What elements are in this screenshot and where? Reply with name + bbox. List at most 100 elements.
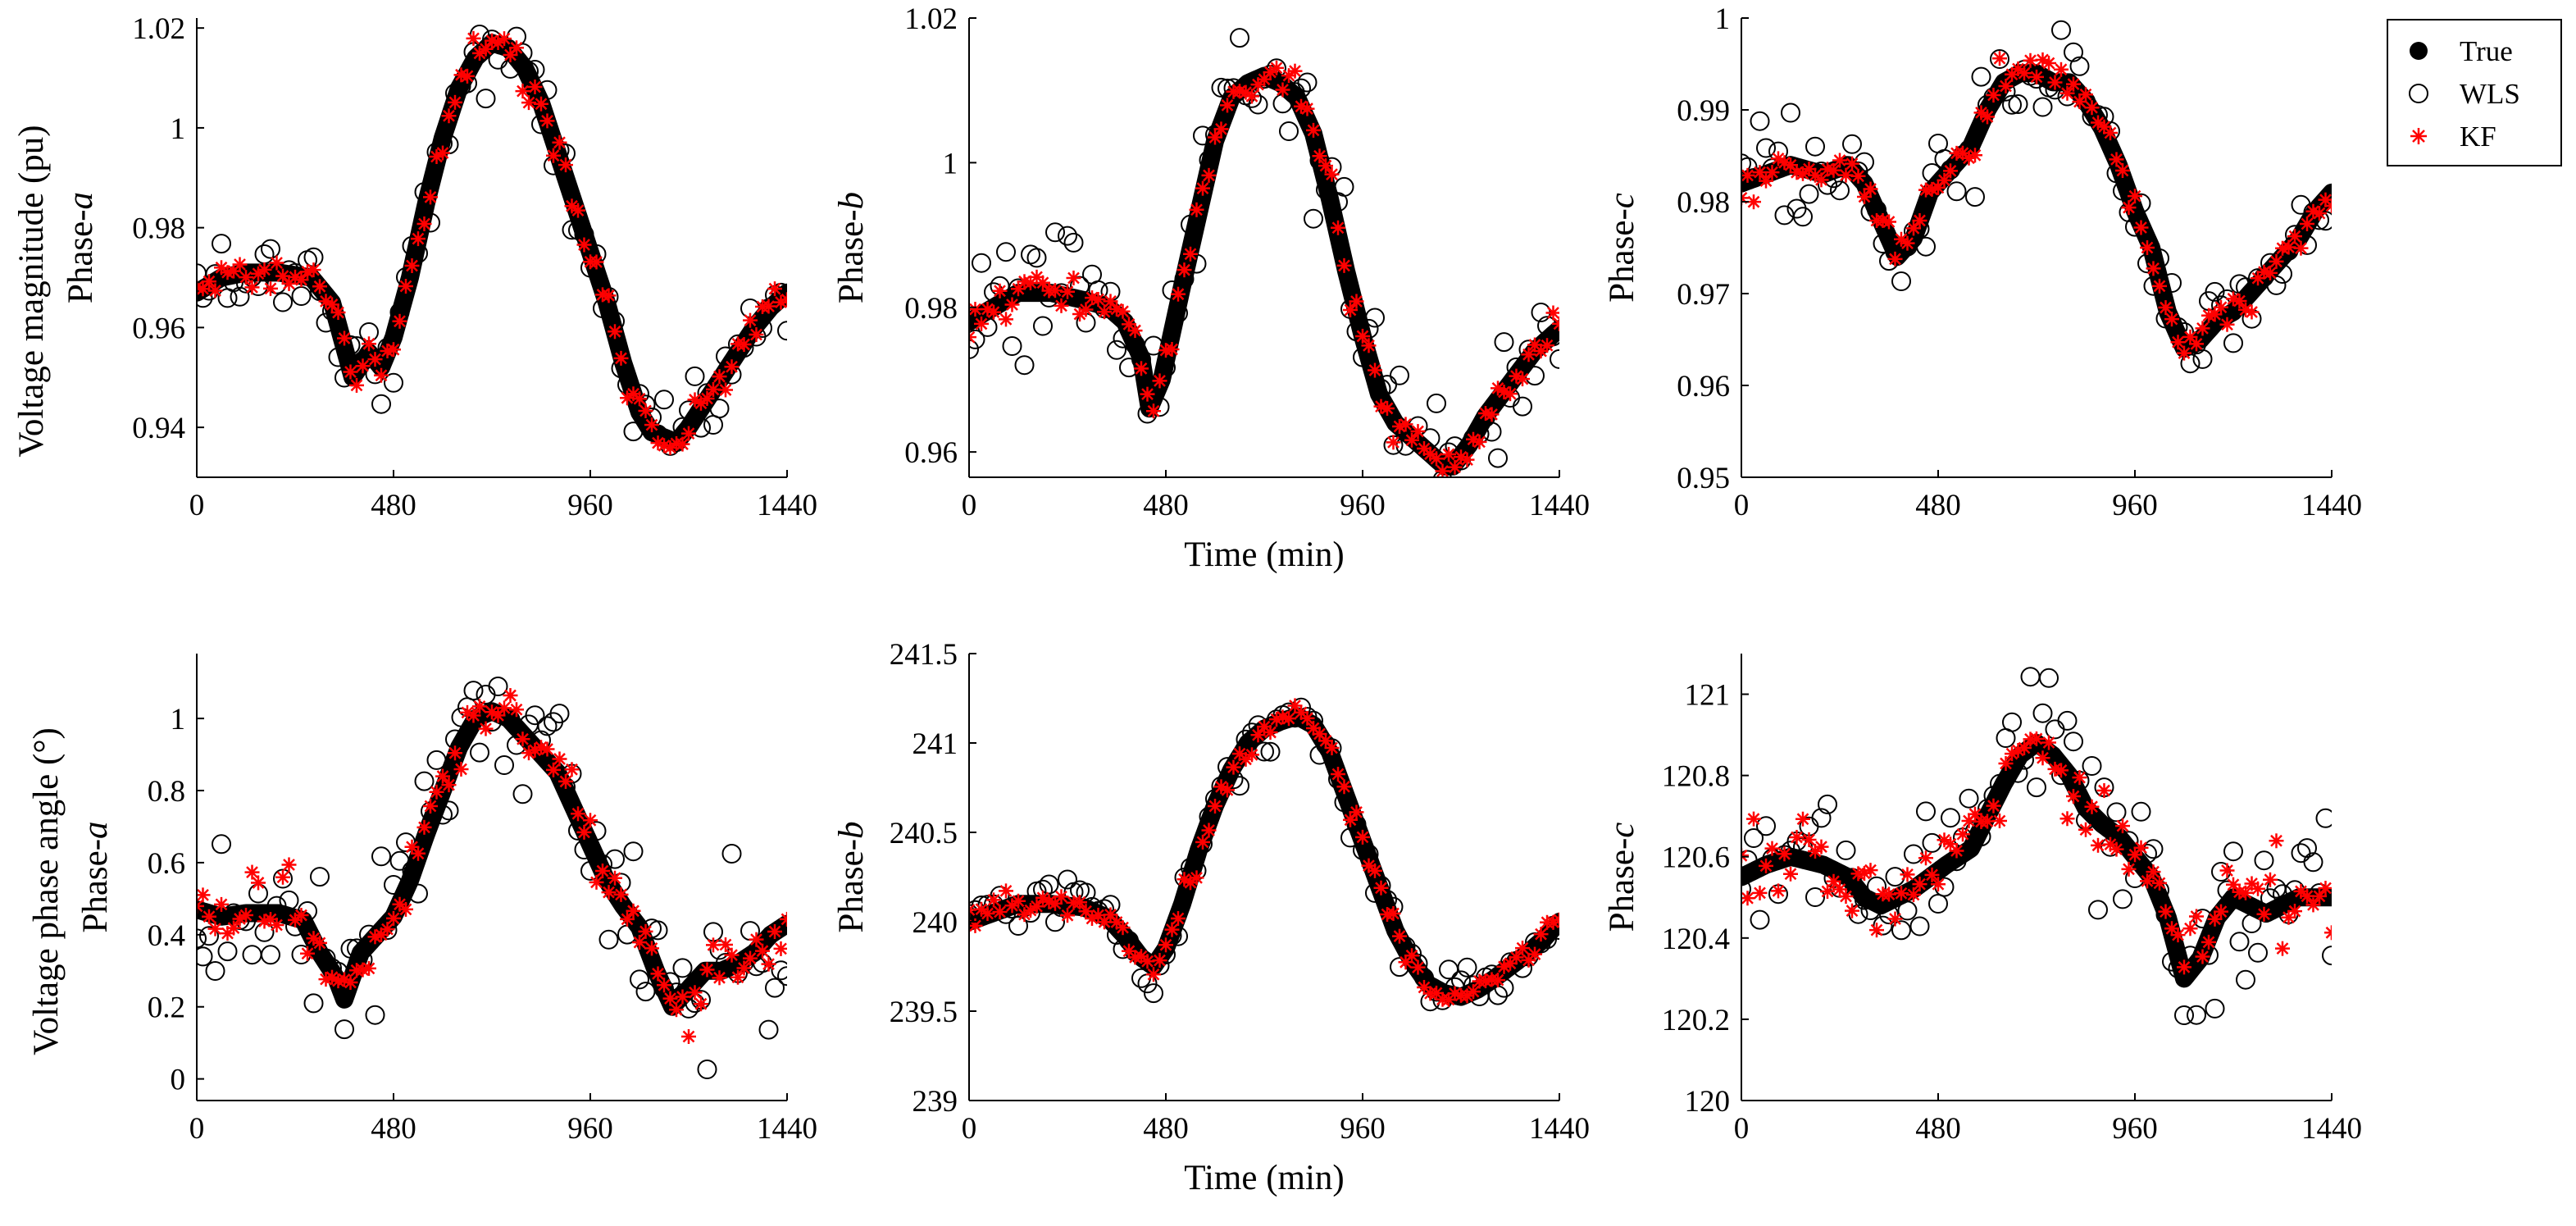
kf-point <box>1171 911 1186 927</box>
wls-point <box>716 346 735 367</box>
wls-point <box>212 834 231 855</box>
y-tick-label: 0.2 <box>148 991 185 1025</box>
wls-point <box>1481 422 1502 442</box>
wls-point <box>1063 232 1084 253</box>
wls-point <box>1008 278 1028 299</box>
wls-point <box>598 929 619 950</box>
y-tick-label: 1.02 <box>132 12 185 46</box>
kf-point <box>509 702 524 718</box>
wls-point <box>414 771 435 791</box>
wls-point <box>1500 952 1520 973</box>
kf-point <box>2017 66 2032 81</box>
kf-point <box>576 824 592 840</box>
wls-point <box>1990 49 2009 69</box>
kf-point <box>1931 877 1946 892</box>
kf-point <box>1484 407 1500 422</box>
kf-point <box>2244 304 2260 320</box>
wls-point <box>753 318 772 338</box>
kf-point <box>2084 799 2100 814</box>
kf-point <box>2263 872 2278 887</box>
y-tick-label: 120.2 <box>1662 1004 1730 1037</box>
wls-point <box>2027 777 2046 798</box>
wls-point <box>765 978 785 998</box>
kf-point <box>1041 894 1057 909</box>
wls-point <box>316 948 336 968</box>
kf-point <box>226 920 241 936</box>
wls-point <box>648 920 668 941</box>
kf-point <box>999 883 1013 899</box>
wls-point <box>2168 958 2188 978</box>
kf-point <box>1097 304 1112 320</box>
wls-point <box>2291 194 2311 215</box>
y-tick-label: 1 <box>943 147 958 180</box>
kf-point <box>1491 973 1505 988</box>
kf-point <box>2133 220 2149 235</box>
wls-point <box>2106 802 2127 823</box>
wls-point <box>2119 831 2139 851</box>
kf-point <box>1404 432 1419 448</box>
kf-point <box>374 367 389 383</box>
y-tick-label: 0.94 <box>132 412 185 445</box>
kf-point <box>466 708 481 723</box>
wls-point <box>212 234 231 254</box>
kf-point <box>552 134 567 150</box>
subplot-magnitude-phase-a: 0 480 960 1440 0.94 0.96 0.98 1 1.02 Phase-a <box>61 12 817 522</box>
kf-point <box>239 270 253 285</box>
wls-point <box>2069 56 2090 76</box>
kf-point <box>1245 89 1259 104</box>
kf-point <box>2201 934 2216 950</box>
x-tick-label: 480 <box>371 489 416 522</box>
kf-point <box>1195 834 1210 850</box>
kf-point <box>1336 779 1352 795</box>
wls-point <box>335 367 354 388</box>
wls-point <box>777 966 787 987</box>
kf-point <box>330 305 346 321</box>
kf-point <box>251 875 266 891</box>
kf-point <box>1949 843 1964 859</box>
kf-point <box>1783 866 1798 882</box>
kf-point <box>312 279 327 294</box>
kf-point <box>1540 338 1554 353</box>
wls-point <box>494 755 514 775</box>
kf-point <box>1906 221 1921 236</box>
y-axis-label: Phase-b <box>832 192 871 303</box>
kf-point <box>1777 846 1792 862</box>
y-axis-label: Phase-a <box>61 192 100 303</box>
y-tick-label: 120.6 <box>1662 841 1730 875</box>
kf-point <box>1887 911 1903 927</box>
kf-point <box>2146 864 2161 880</box>
kf-point <box>2133 840 2149 855</box>
kf-point <box>999 312 1013 327</box>
wls-point <box>537 716 558 736</box>
wls-point <box>199 926 219 946</box>
kf-point <box>2140 873 2155 889</box>
kf-point <box>2177 345 2191 361</box>
kf-point <box>736 337 752 353</box>
wls-point <box>197 928 207 949</box>
kf-point <box>2182 921 2198 937</box>
kf-point <box>601 885 617 900</box>
plot-area <box>197 677 787 1079</box>
y-tick-label: 0.95 <box>1677 462 1730 495</box>
wls-point <box>2039 668 2059 688</box>
kf-point <box>2152 875 2167 891</box>
wls-point <box>1033 316 1053 336</box>
kf-point <box>197 898 204 914</box>
kf-point <box>1355 829 1370 845</box>
wls-point <box>685 366 705 386</box>
kf-point <box>1263 725 1278 741</box>
kf-point <box>197 887 211 903</box>
wls-point <box>568 220 588 240</box>
wls-point <box>2131 801 2151 822</box>
kf-point <box>1814 839 1829 855</box>
wls-point <box>347 938 366 959</box>
kf-point <box>503 688 518 704</box>
kf-point <box>1552 912 1559 927</box>
wls-point <box>1891 271 1911 291</box>
kf-point <box>675 989 690 1005</box>
kf-point <box>2072 770 2087 786</box>
wls-point <box>1741 153 1751 174</box>
wls-point <box>1805 136 1825 157</box>
wls-point <box>2223 841 2243 862</box>
kf-point <box>2109 841 2124 857</box>
